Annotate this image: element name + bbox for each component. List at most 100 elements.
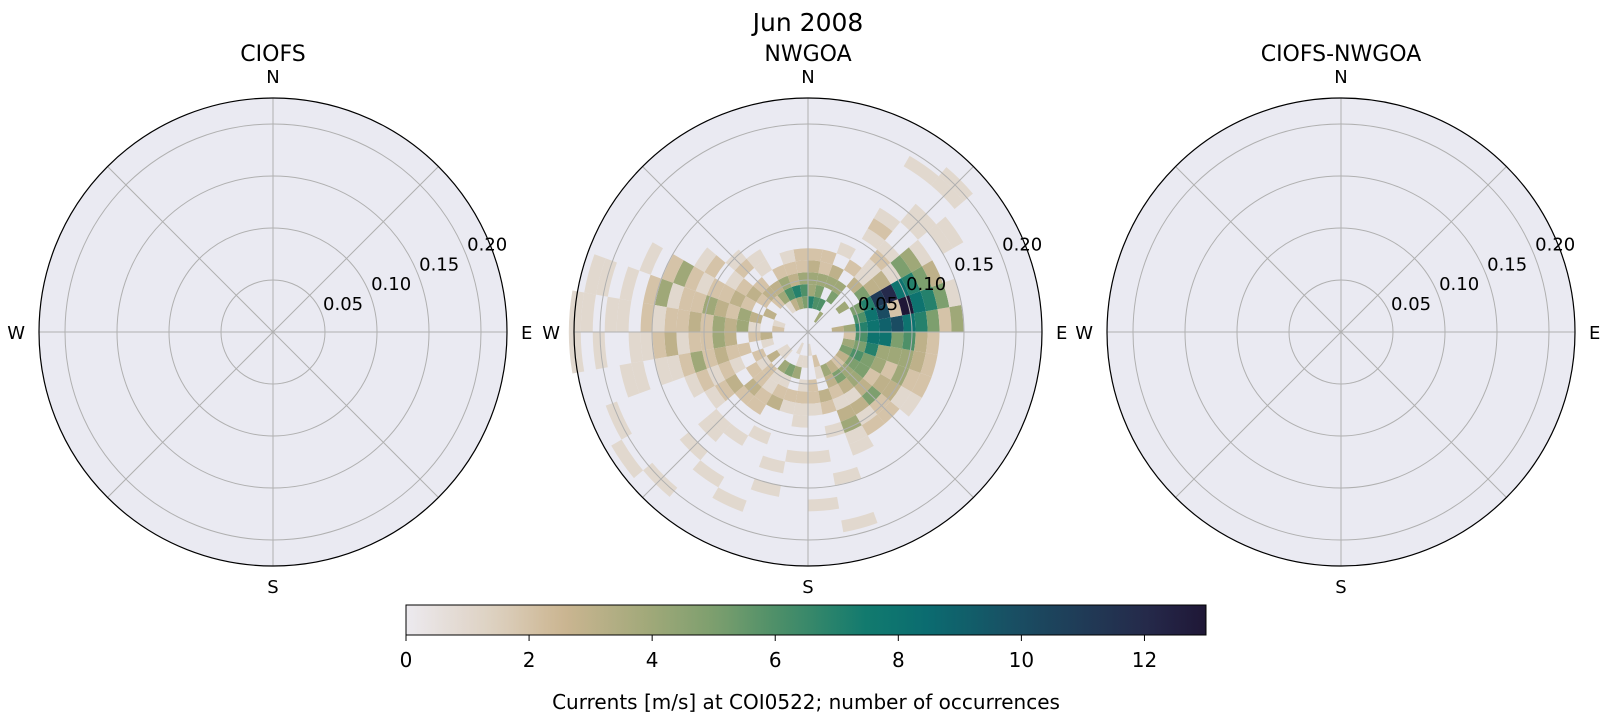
histogram-cell <box>769 368 785 384</box>
histogram-cell <box>797 379 808 392</box>
histogram-cell <box>619 363 640 398</box>
angular-gridline <box>107 331 274 498</box>
histogram-cell <box>676 332 691 355</box>
polar-grid <box>1107 98 1575 566</box>
histogram-cell <box>920 287 938 312</box>
histogram-cell <box>640 302 655 332</box>
histogram-cell <box>849 396 870 415</box>
colorbar-tick-label: 8 <box>892 648 905 672</box>
histogram-cell <box>795 354 804 368</box>
histogram-cell <box>844 425 868 445</box>
histogram-cell <box>695 272 715 296</box>
histogram-cell <box>909 291 926 314</box>
histogram-cell <box>628 332 644 364</box>
histogram-cell <box>890 315 904 332</box>
histogram-cell <box>631 361 651 394</box>
histogram-cell <box>873 207 901 232</box>
histogram-cell <box>700 332 714 351</box>
histogram-cell <box>870 290 887 308</box>
histogram-cell <box>914 332 928 353</box>
histogram-cell <box>783 261 798 276</box>
panel-title: NWGOA <box>764 42 851 67</box>
histogram-cell <box>756 293 772 309</box>
histogram-cell <box>712 332 726 349</box>
angular-gridline <box>1175 331 1342 498</box>
histogram-cell <box>832 394 850 411</box>
histogram-cell <box>568 290 585 332</box>
histogram-cell <box>853 361 871 379</box>
colorbar-tick-label: 12 <box>1132 648 1157 672</box>
histogram-cell <box>861 228 885 250</box>
histogram-cell <box>911 266 932 292</box>
compass-label-s: S <box>1335 577 1346 598</box>
histogram-cell <box>779 249 796 265</box>
histogram-cell <box>825 359 839 374</box>
histogram-cell <box>843 259 862 278</box>
polar-grid <box>574 98 1042 566</box>
histogram-cell <box>772 383 788 400</box>
angular-gridline <box>807 166 974 333</box>
histogram-cell <box>748 321 761 332</box>
histogram-cell <box>684 266 705 292</box>
compass-label-w: W <box>1075 323 1093 344</box>
polar-panel-1: CIOFS 0.05 0.10 0.15 0.20 N E S W <box>7 42 532 598</box>
histogram-cell <box>592 332 608 370</box>
histogram-cell <box>836 404 856 422</box>
angular-gridline <box>1340 166 1507 333</box>
radial-tick-label: 0.05 <box>1391 294 1431 315</box>
polar-panel-2: NWGOA 0.05 0.10 0.15 0.20 N E S W <box>542 42 1067 598</box>
histogram-cell <box>654 356 674 386</box>
histogram-cell <box>666 354 685 382</box>
histogram-cell <box>725 270 744 291</box>
histogram-cell <box>712 315 726 332</box>
histogram-cell <box>836 242 856 260</box>
histogram-cell <box>748 425 772 445</box>
histogram-cell <box>848 435 874 456</box>
histogram-cell <box>688 311 702 332</box>
histogram-cell <box>835 349 850 363</box>
histogram-cell <box>903 155 939 186</box>
histogram-cell <box>886 299 903 318</box>
histogram-cell <box>756 355 772 371</box>
histogram-cell <box>870 356 887 374</box>
histogram-cell <box>763 308 777 320</box>
histogram-cell <box>778 275 792 291</box>
histogram-cell <box>654 278 674 308</box>
radial-tick-label: 0.10 <box>371 274 411 295</box>
histogram-cell <box>793 248 808 262</box>
histogram-cell <box>862 367 881 386</box>
histogram-cell <box>878 332 892 347</box>
histogram-cell <box>784 300 797 314</box>
histogram-cell <box>725 373 744 394</box>
histogram-cell <box>772 319 786 328</box>
histogram-cell <box>855 321 868 332</box>
histogram-cell <box>652 305 667 332</box>
colorbar: 0 2 4 6 8 10 12 Currents [m/s] at COI0522; num… <box>400 604 1207 714</box>
histogram-cell <box>909 350 926 373</box>
histogram-cell <box>724 332 738 347</box>
histogram-cell <box>760 332 773 341</box>
radial-tick-label: 0.10 <box>1439 274 1479 295</box>
histogram-cell <box>639 242 663 275</box>
histogram-cell <box>712 487 747 512</box>
histogram-cell <box>824 373 838 389</box>
histogram-cell <box>878 317 892 332</box>
histogram-cell <box>931 282 950 310</box>
histogram-cell <box>861 414 885 436</box>
histogram-cell <box>925 309 940 332</box>
histogram-cell <box>831 280 847 296</box>
histogram-cell <box>580 292 596 332</box>
histogram-cell <box>725 344 741 361</box>
histogram-cell <box>816 298 826 312</box>
histogram-cell <box>736 319 750 332</box>
histogram-cell <box>718 284 736 304</box>
histogram-cell <box>640 332 655 362</box>
histogram-cell <box>881 379 902 402</box>
histogram-cell <box>584 254 606 295</box>
histogram-cell <box>758 455 786 474</box>
compass-label-s: S <box>802 577 813 598</box>
histogram-cell <box>678 352 696 377</box>
histogram-cell <box>880 360 898 380</box>
histogram-cell <box>808 272 819 285</box>
